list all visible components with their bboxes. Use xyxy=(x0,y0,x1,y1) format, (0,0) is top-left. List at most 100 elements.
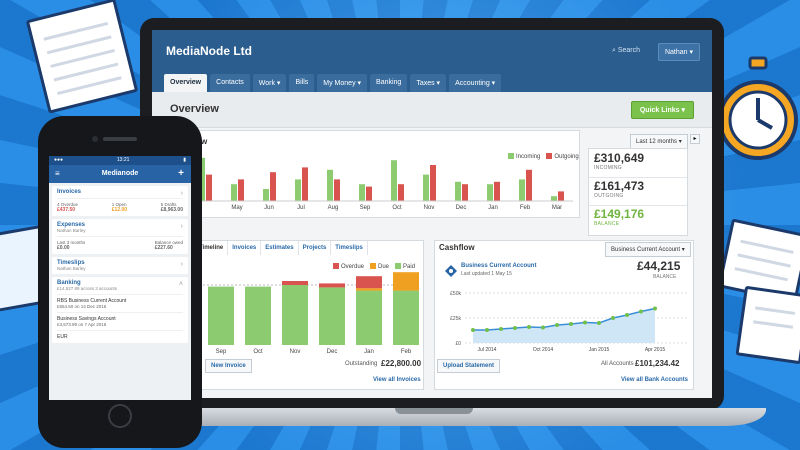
upload-statement-button[interactable]: Upload Statement xyxy=(437,359,501,373)
bar-overdue xyxy=(356,276,382,289)
tab-work[interactable]: Work ▾ xyxy=(252,74,287,92)
data-point xyxy=(485,328,489,332)
stat-balance: £149,176 BALANCE xyxy=(594,207,645,227)
bank-logo-icon xyxy=(445,265,457,277)
laptop-base xyxy=(102,408,766,426)
x-tick-label: Oct 2014 xyxy=(533,347,554,353)
phone-banking-card[interactable]: Banking £14,527.89 across 3 accounts ˄ R… xyxy=(52,277,188,343)
menu-icon[interactable]: ≡ xyxy=(55,169,60,178)
legend-outgoing: Outgoing xyxy=(546,153,579,160)
legend-due: Due xyxy=(370,263,389,270)
data-point xyxy=(555,323,559,327)
data-point xyxy=(653,306,657,311)
tab-timeline[interactable]: Timeline xyxy=(195,241,229,255)
bar-outgoing xyxy=(398,184,404,201)
bank-account-row[interactable]: Business Savings Account £3,573.99 on 7 … xyxy=(57,312,183,327)
phone-invoices-card[interactable]: Invoices › 4 Overdue £437.50 1 Open £12.00… xyxy=(52,186,188,216)
main-nav: Overview Contacts Work ▾ Bills My Money … xyxy=(164,74,502,92)
bar-outgoing xyxy=(462,184,468,201)
x-tick-label: Apr 2015 xyxy=(645,347,666,353)
bar-incoming xyxy=(391,160,397,201)
account-name[interactable]: Business Current Account xyxy=(461,263,537,269)
user-menu-button[interactable]: Nathan ▾ xyxy=(657,43,700,61)
bar-paid xyxy=(282,285,308,345)
bar-outgoing xyxy=(430,165,436,201)
cashflow-area xyxy=(473,308,655,343)
view-all-bank-accounts-link[interactable]: View all Bank Accounts xyxy=(621,377,689,383)
y-tick-label: £25k xyxy=(450,316,461,322)
tab-bills[interactable]: Bills xyxy=(289,74,315,92)
x-tick-label: Jul 2014 xyxy=(478,347,497,353)
bar-overdue xyxy=(319,283,345,288)
cashflow-panel: Cashflow Business Current Account ▾ Busi… xyxy=(434,240,694,390)
cashflow-title: Cashflow xyxy=(439,243,475,252)
chevron-right-icon: › xyxy=(180,190,183,197)
search-link[interactable]: ⌕ Search xyxy=(611,47,640,54)
y-tick-label: £50k xyxy=(450,291,461,297)
account-select[interactable]: Business Current Account ▾ xyxy=(605,242,691,257)
tab-taxes[interactable]: Taxes ▾ xyxy=(410,74,447,92)
bar-overdue xyxy=(282,281,308,285)
bar-due xyxy=(356,288,382,291)
income-outgoing-chart: May Jun Jul Aug Sep Oct Nov Dec Jan Feb Mar xyxy=(197,157,573,211)
phone-speaker xyxy=(103,137,137,141)
tab-contacts[interactable]: Contacts xyxy=(210,74,250,92)
tab-estimates[interactable]: Estimates xyxy=(261,241,299,255)
x-tick-label: Jan xyxy=(364,349,374,355)
all-accounts-value: £101,234.42 xyxy=(635,359,680,368)
x-tick-label: Oct xyxy=(392,205,402,211)
invoice-legend: Overdue Due Paid xyxy=(333,263,415,270)
tab-timeslips[interactable]: Timeslips xyxy=(331,241,368,255)
bar-due xyxy=(393,272,419,291)
phone-home-button[interactable] xyxy=(108,404,132,428)
data-point xyxy=(639,309,643,314)
x-tick-label: Jun xyxy=(264,205,274,211)
x-tick-label: Aug xyxy=(328,205,339,211)
account-balance-label: BALANCE xyxy=(653,274,677,280)
phone-camera xyxy=(92,136,98,142)
bar-incoming xyxy=(199,157,205,201)
bar-outgoing xyxy=(334,179,340,201)
laptop-notch xyxy=(395,408,473,414)
tab-banking[interactable]: Banking xyxy=(370,74,408,92)
app-header: MediaNode Ltd ⌕ Search Nathan ▾ Overview… xyxy=(152,30,712,92)
tab-accounting[interactable]: Accounting ▾ xyxy=(449,74,502,92)
quick-links-button[interactable]: Quick Links ▾ xyxy=(630,101,694,119)
add-icon[interactable]: + xyxy=(178,168,184,179)
tab-overview[interactable]: Overview xyxy=(164,74,208,92)
data-point xyxy=(471,328,475,332)
data-point xyxy=(611,316,615,320)
bank-account-row[interactable]: EUR xyxy=(57,330,183,340)
bar-incoming xyxy=(487,184,493,201)
outstanding-value: £22,800.00 xyxy=(381,359,422,368)
chevron-right-icon: › xyxy=(180,223,183,230)
x-tick-label: Mar xyxy=(552,205,562,211)
bar-incoming xyxy=(263,189,269,201)
range-select[interactable]: Last 12 months ▾ xyxy=(630,134,688,149)
legend-incoming: Incoming xyxy=(508,153,540,160)
phone-screen: ●●● 13:21 ▮ ≡ Medianode + Invoices › 4 Ove… xyxy=(49,156,191,400)
bar-incoming xyxy=(295,179,301,201)
bar-incoming xyxy=(455,181,461,201)
phone-timeslips-card[interactable]: Timeslips Nathan Barley › xyxy=(52,257,188,274)
page-title: Overview xyxy=(170,103,219,115)
bar-outgoing xyxy=(366,186,372,201)
tab-my-money[interactable]: My Money ▾ xyxy=(317,74,368,92)
view-all-invoices-link[interactable]: View all Invoices xyxy=(373,377,421,383)
tab-invoices[interactable]: Invoices xyxy=(228,241,262,255)
stat-outgoing: £161,473 OUTGOING xyxy=(589,179,687,206)
bar-incoming xyxy=(519,179,525,201)
scroll-arrow-icon[interactable]: ▸ xyxy=(690,134,700,144)
stopwatch-icon xyxy=(718,56,798,160)
x-tick-label: Sep xyxy=(360,205,371,211)
new-invoice-button[interactable]: New Invoice xyxy=(205,359,252,373)
bank-account-row[interactable]: RBS Business Current Account £554.50 on … xyxy=(57,294,183,309)
phone-expenses-card[interactable]: Expenses Nathan Barley › Last 3 months £0… xyxy=(52,219,188,254)
x-tick-label: Jul xyxy=(297,205,305,211)
data-point xyxy=(625,313,629,317)
bar-paid xyxy=(393,290,419,345)
x-tick-label: Dec xyxy=(327,349,338,355)
tab-projects[interactable]: Projects xyxy=(299,241,332,255)
bar-incoming xyxy=(423,174,429,201)
x-tick-label: May xyxy=(231,205,242,211)
